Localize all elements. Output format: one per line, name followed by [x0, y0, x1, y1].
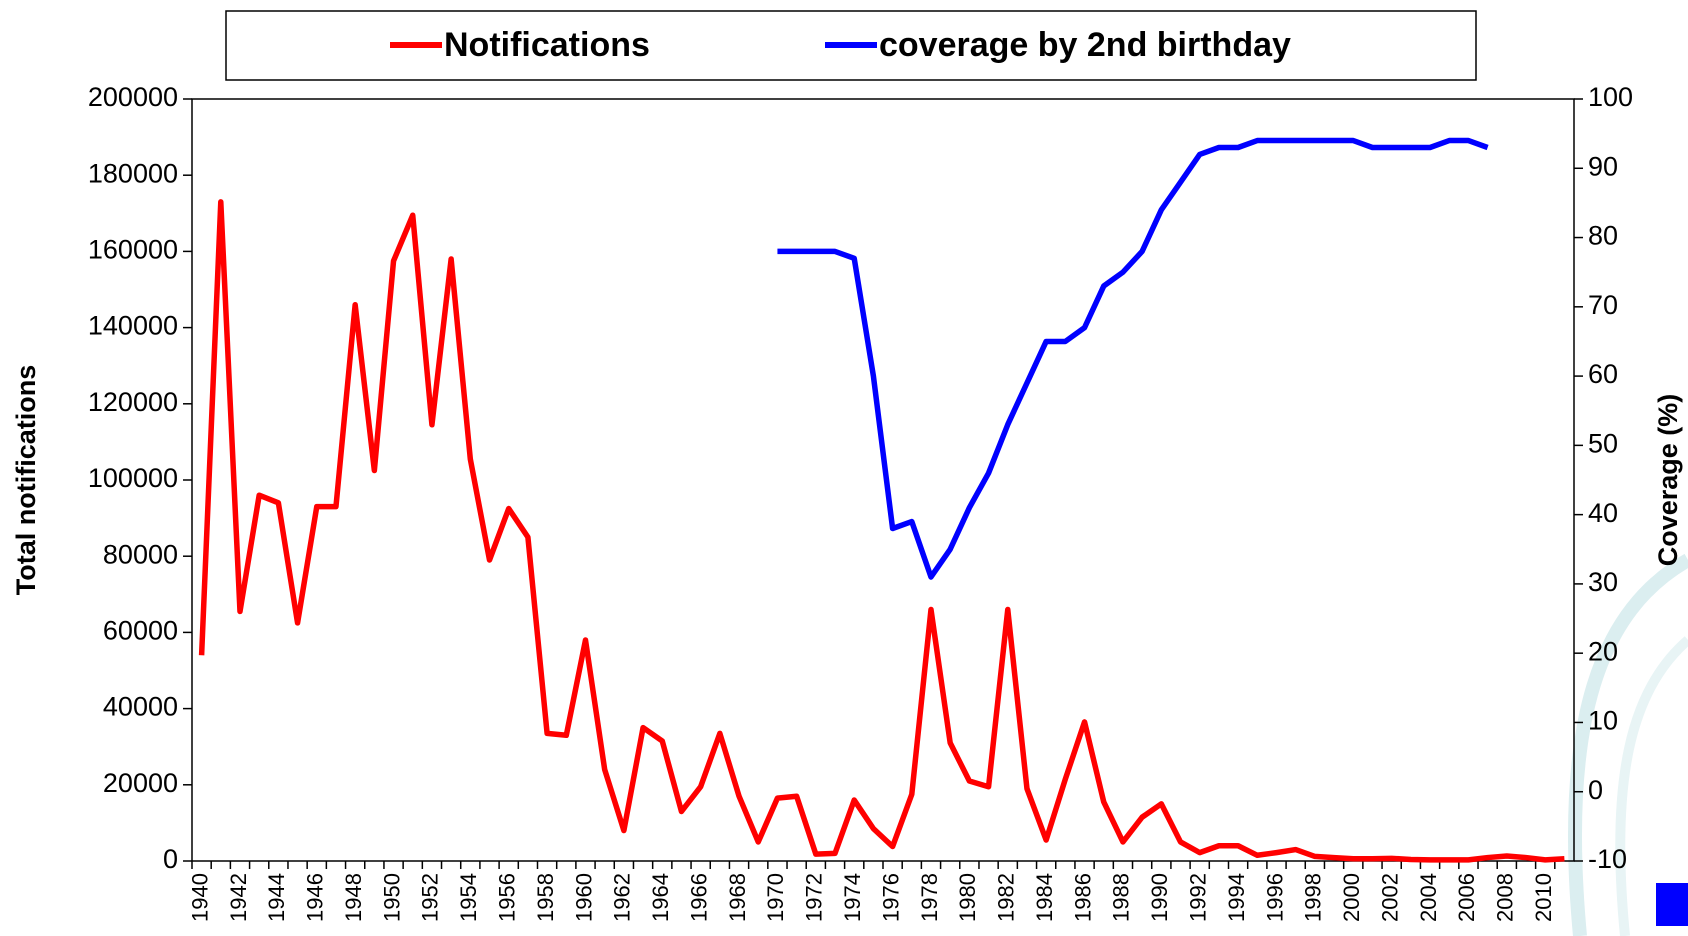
- x-tick-label: 1998: [1301, 873, 1326, 922]
- decor-swoosh: [1568, 553, 1688, 936]
- y2-tick-label: 20: [1588, 636, 1618, 666]
- x-tick-label: 1942: [226, 873, 251, 922]
- x-tick-label: 1980: [955, 873, 980, 922]
- x-tick-label: 1940: [187, 873, 212, 922]
- y-tick-label: 100000: [88, 463, 178, 493]
- y-tick-label: 0: [163, 844, 178, 874]
- x-tick-label: 1962: [610, 873, 635, 922]
- x-tick-label: 1964: [648, 873, 673, 922]
- x-tick-label: 1972: [802, 873, 827, 922]
- y-tick-label: 140000: [88, 311, 178, 341]
- y-tick-label: 80000: [103, 539, 178, 569]
- y2-tick-label: 100: [1588, 82, 1633, 112]
- plot-frame: [191, 98, 1575, 862]
- x-tick-label: 1952: [418, 873, 443, 922]
- x-tick-label: 2000: [1339, 873, 1364, 922]
- decor-swoosh: [1615, 636, 1688, 936]
- x-tick-label: 1978: [917, 873, 942, 922]
- x-tick-label: 1958: [533, 873, 558, 922]
- y-tick-label: 40000: [103, 692, 178, 722]
- x-tick-label: 1946: [303, 873, 328, 922]
- x-tick-label: 1982: [994, 873, 1019, 922]
- y-axis-title: Total notifications: [11, 365, 41, 596]
- y2-tick-label: 30: [1588, 567, 1618, 597]
- x-tick-label: 1948: [341, 873, 366, 922]
- x-tick-label: 1974: [840, 873, 865, 922]
- x-tick-label: 1960: [571, 873, 596, 922]
- x-tick-label: 1966: [686, 873, 711, 922]
- y-tick-label: 60000: [103, 616, 178, 646]
- x-tick-label: 2010: [1531, 873, 1556, 922]
- y-tick-label: 160000: [88, 235, 178, 265]
- y-tick-label: 180000: [88, 158, 178, 188]
- x-tick-label: 2008: [1493, 873, 1518, 922]
- x-tick-label: 1968: [725, 873, 750, 922]
- y-tick-label: 200000: [88, 82, 178, 112]
- x-tick-label: 1990: [1147, 873, 1172, 922]
- y2-tick-label: 50: [1588, 428, 1618, 458]
- x-tick-label: 2004: [1416, 873, 1441, 922]
- y-tick-label: 20000: [103, 768, 178, 798]
- x-tick-label: 1970: [763, 873, 788, 922]
- legend-label: Notifications: [444, 26, 650, 64]
- decor-square: [1656, 883, 1688, 926]
- y2-tick-label: 0: [1588, 775, 1603, 805]
- y2-tick-label: 60: [1588, 359, 1618, 389]
- x-tick-label: 1996: [1262, 873, 1287, 922]
- series-line: [777, 137, 1489, 580]
- y2-tick-label: -10: [1588, 844, 1627, 874]
- x-tick-label: 1984: [1032, 873, 1057, 922]
- legend-label: coverage by 2nd birthday: [879, 26, 1291, 64]
- x-tick-label: 1994: [1224, 873, 1249, 922]
- x-tick-label: 2002: [1377, 873, 1402, 922]
- y2-tick-label: 10: [1588, 706, 1618, 736]
- y2-tick-label: 70: [1588, 290, 1618, 320]
- y2-axis-title: Coverage (%): [1653, 394, 1683, 567]
- x-tick-label: 1992: [1186, 873, 1211, 922]
- x-tick-label: 1976: [878, 873, 903, 922]
- x-tick-label: 1956: [495, 873, 520, 922]
- series-line: [198, 199, 1565, 863]
- x-tick-label: 1944: [264, 873, 289, 922]
- y2-tick-label: 80: [1588, 221, 1618, 251]
- x-tick-label: 1954: [456, 873, 481, 922]
- x-tick-label: 1988: [1109, 873, 1134, 922]
- x-tick-label: 1950: [379, 873, 404, 922]
- x-tick-label: 2006: [1454, 873, 1479, 922]
- y2-tick-label: 40: [1588, 498, 1618, 528]
- y2-tick-label: 90: [1588, 151, 1618, 181]
- x-tick-label: 1986: [1070, 873, 1095, 922]
- y-tick-label: 120000: [88, 387, 178, 417]
